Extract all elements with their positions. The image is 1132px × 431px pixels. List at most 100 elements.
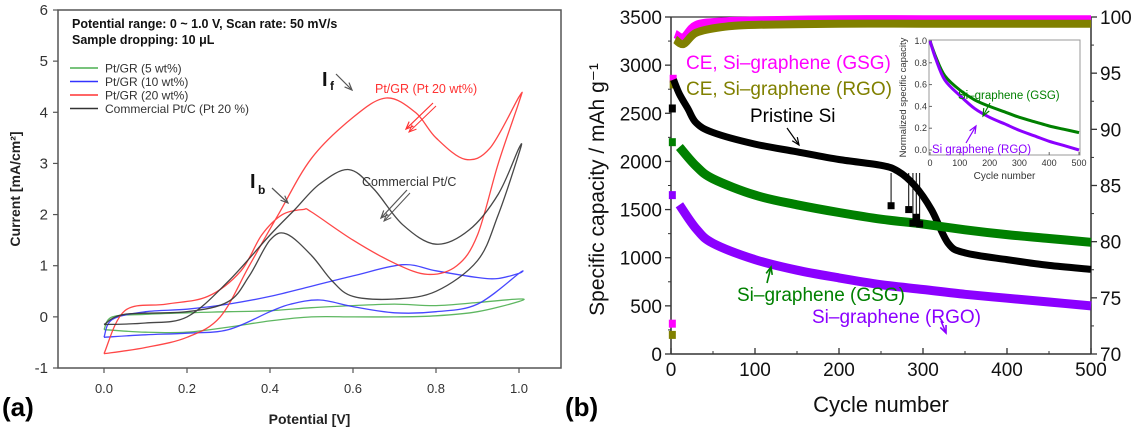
inset-y-tick-label: 0.2	[914, 123, 927, 133]
x-tick-label-b: 400	[991, 360, 1023, 381]
inset-series-line	[928, 40, 1080, 152]
x-tick-label-b: 500	[1075, 360, 1107, 381]
arrow-si-gsg-shaft	[766, 266, 772, 284]
panel-b: 0500100015002000250030003500707580859095…	[586, 8, 1132, 417]
annotation-black-label: Commercial Pt/C	[362, 175, 456, 189]
arrow-si-gsg-head	[765, 265, 774, 276]
arrow-black-2-shaft	[383, 192, 411, 222]
x-tick-label-a: 0.2	[178, 381, 196, 396]
inset-b: 0.0 0.2 0.4 0.6 0.8 1.0 0 100 200 300 400 500 Cycle …	[898, 36, 1087, 182]
y-axis-label-a: Current [mA/cm²]	[7, 131, 23, 246]
y-right-tick-label-b: 75	[1100, 289, 1121, 310]
x-tick-label-a: 0.4	[261, 381, 279, 396]
y-tick-label-a: 5	[40, 53, 48, 70]
x-axis-label-a: Potential [V]	[269, 411, 351, 427]
arrow-si-rgo	[939, 320, 947, 335]
arrow-pristine	[786, 127, 800, 147]
inset-annotation-rgo: Si graphene (RGO)	[932, 144, 1031, 156]
series-band-b	[675, 202, 1092, 311]
inset-x-tick-label: 300	[1012, 158, 1027, 168]
y-tick-label-a: 4	[40, 104, 48, 121]
y-tick-label-a: 3	[40, 155, 48, 172]
annotation-if-sub: f	[330, 79, 335, 93]
outlier-marker-b	[905, 206, 913, 214]
series-band-b	[670, 78, 1092, 273]
arrow-red-2-head	[408, 124, 417, 133]
y-tick-label-b: 2500	[620, 104, 662, 125]
x-tick-label-b: 0	[666, 360, 677, 381]
first-cycle-marker-b	[668, 138, 676, 147]
inset-y-tick-label: 0.8	[914, 58, 927, 68]
inset-y-tick-label: 0.6	[914, 80, 927, 90]
inset-x-tick-label: 0	[927, 158, 932, 168]
inset-arrow-rgo	[965, 124, 977, 144]
inset-arrow-gsg-head	[982, 107, 990, 118]
y-right-tick-label-b: 100	[1100, 8, 1132, 29]
arrow-red	[404, 102, 434, 131]
x-tick-label-a: 0.0	[95, 381, 113, 396]
legend-label-a: Commercial Pt/C (Pt 20 %)	[105, 102, 249, 116]
annotation-ce-gsg: CE, Si–graphene (GSG)	[686, 53, 891, 74]
series-band-b	[675, 144, 1092, 247]
y-tick-label-b: 500	[630, 297, 662, 318]
y-tick-label-a: 1	[40, 258, 48, 275]
annotation-pristine-si: Pristine Si	[750, 106, 836, 127]
x-axis-label-b: Cycle number	[813, 392, 949, 417]
header-text-a: Sample dropping: 10 μL	[72, 33, 215, 47]
series-band-b	[672, 19, 1091, 49]
panel-a: -1 0 1 2 3 4 5 6 0.0 0.2 0.4 0.6 0.8 1.0 Potential [V]…	[7, 2, 562, 427]
inset-arrow-gsg	[982, 102, 991, 118]
panel-label-b: (b)	[565, 392, 599, 422]
inset-arrow-rgo-shaft	[965, 125, 977, 144]
arrow-red-2	[408, 105, 437, 133]
y-right-tick-label-b: 95	[1100, 64, 1121, 85]
annotation-ce-rgo: CE, Si–graphene (RGO)	[686, 79, 892, 100]
outlier-marker-b	[909, 219, 917, 227]
arrow-if-shaft	[335, 73, 353, 91]
y-tick-label-a: 0	[40, 309, 48, 326]
arrow-if	[335, 73, 354, 92]
annotation-si-rgo: Si–graphene (RGO)	[812, 307, 981, 328]
arrow-si-gsg	[765, 265, 774, 284]
panel-label-a: (a)	[2, 392, 34, 422]
series-line-a	[103, 91, 523, 355]
x-tick-label-a: 0.8	[427, 381, 445, 396]
arrow-si-rgo-shaft	[940, 320, 947, 334]
inset-x-tick-label: 100	[952, 158, 967, 168]
series-line-a	[103, 298, 525, 334]
annotation-si-gsg: Si–graphene (GSG)	[737, 285, 905, 306]
y-tick-label-b: 2000	[620, 152, 662, 173]
first-cycle-marker-b	[668, 191, 676, 200]
first-cycle-marker-b	[668, 330, 676, 339]
legend-label-a: Pt/GR (10 wt%)	[105, 75, 188, 89]
arrow-black-2	[383, 192, 411, 222]
arrow-ib-head	[280, 195, 290, 205]
arrow-black-shaft	[380, 189, 408, 219]
series-line-a	[103, 263, 524, 338]
inset-series-line	[928, 40, 1080, 135]
inset-y-axis-label: Normalized specific capacity	[898, 37, 909, 157]
x-tick-label-b: 200	[823, 360, 855, 381]
header-text-a: Potential range: 0 ~ 1.0 V, Scan rate: 5…	[72, 17, 337, 31]
inset-x-axis-label: Cycle number	[974, 171, 1036, 182]
arrow-if-head	[344, 82, 354, 92]
plot-frame-a	[57, 9, 562, 369]
inset-arrow-gsg-shaft	[982, 102, 991, 117]
y-right-tick-label-b: 80	[1100, 233, 1121, 254]
arrow-red-shaft	[405, 102, 434, 130]
y-axis-label-b: Specific capacity / mAh g⁻¹	[586, 63, 609, 316]
arrow-ib	[271, 187, 290, 205]
series-line-a	[103, 143, 523, 326]
x-tick-label-b: 300	[907, 360, 939, 381]
y-tick-label-b: 3000	[620, 56, 662, 77]
outlier-marker-b	[916, 220, 924, 228]
annotation-ib: I	[250, 171, 256, 193]
y-tick-label-a: 2	[40, 207, 48, 224]
y-tick-label-b: 1000	[620, 249, 662, 270]
outlier-marker-b	[887, 202, 895, 210]
inset-y-tick-label: 0.4	[914, 101, 927, 111]
inset-arrow-rgo-head	[969, 124, 977, 135]
legend-label-a: Pt/GR (5 wt%)	[105, 62, 182, 76]
first-cycle-marker-b	[668, 104, 676, 113]
first-cycle-marker-b	[668, 319, 676, 328]
